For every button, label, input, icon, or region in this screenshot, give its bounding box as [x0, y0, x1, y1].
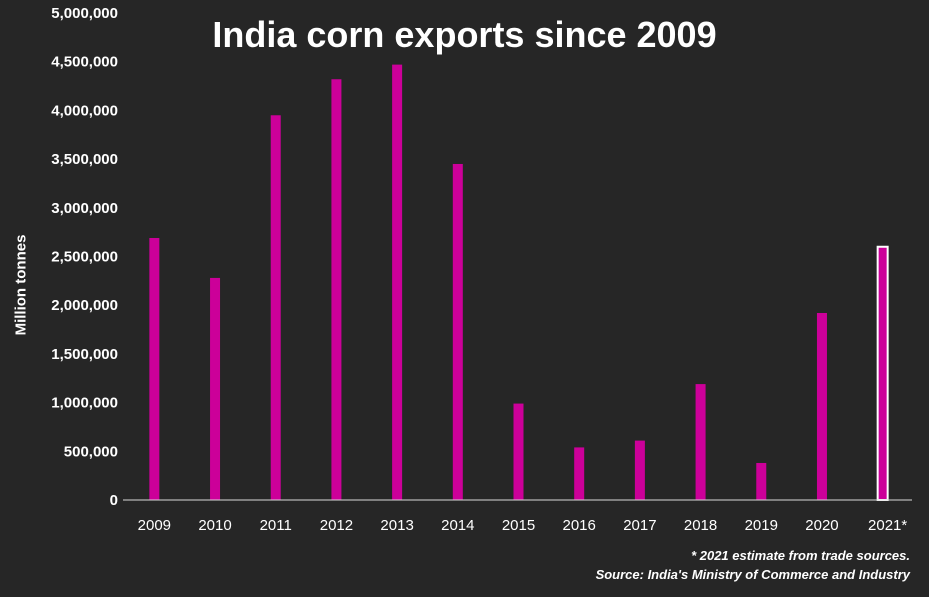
bar-2014: [452, 163, 463, 500]
x-tick-label: 2014: [441, 517, 474, 534]
y-tick-label: 5,000,000: [51, 5, 118, 22]
x-tick-label: 2011: [260, 517, 292, 534]
bar-2018: [695, 384, 706, 500]
x-tick-label: 2018: [684, 517, 717, 534]
y-tick-label: 3,000,000: [51, 200, 118, 217]
bar-2016: [574, 447, 585, 500]
source-note: Source: India's Ministry of Commerce and…: [595, 567, 910, 582]
bar-2011: [270, 115, 281, 501]
bar-2009: [149, 237, 160, 500]
x-tick-label: 2009: [138, 517, 171, 534]
bar-2019: [756, 462, 767, 500]
y-tick-label: 4,000,000: [51, 102, 118, 119]
y-tick-label: 3,500,000: [51, 151, 118, 168]
y-axis-ticks: 0 500,000 1,000,000 1,500,000 2,000,000 2,500…: [51, 5, 118, 509]
x-tick-label: 2020: [805, 517, 838, 534]
y-tick-label: 1,500,000: [51, 346, 118, 363]
bar-2010: [210, 277, 221, 500]
y-axis-label: Million tonnes: [12, 234, 30, 336]
x-tick-label: 2017: [623, 517, 656, 534]
y-tick-label: 0: [110, 492, 118, 509]
y-tick-label: 2,500,000: [51, 249, 118, 266]
x-tick-label: 2012: [320, 517, 353, 534]
x-tick-label: 2013: [380, 517, 413, 534]
estimate-footnote: * 2021 estimate from trade sources.: [691, 548, 910, 563]
y-tick-label: 4,500,000: [51, 54, 118, 71]
y-tick-label: 500,000: [64, 443, 118, 460]
x-tick-label: 2016: [563, 517, 596, 534]
x-tick-label: 2021*: [868, 517, 907, 534]
bar-2013: [392, 64, 403, 500]
x-tick-label: 2019: [745, 517, 778, 534]
y-tick-label: 1,000,000: [51, 395, 118, 412]
x-axis-ticks: 2009 2010 2011 2012 2013 2014 2015 2016 2017 2018…: [138, 517, 908, 534]
bar-2020: [816, 312, 827, 500]
bar-2017: [634, 440, 645, 500]
bar-2012: [331, 79, 342, 501]
bar-2015: [513, 403, 524, 500]
chart-title: India corn exports since 2009: [212, 14, 717, 55]
x-tick-label: 2015: [502, 517, 535, 534]
x-tick-label: 2010: [198, 517, 231, 534]
bar-2021-estimate: [876, 245, 889, 501]
bars: [149, 64, 889, 501]
y-tick-label: 2,000,000: [51, 297, 118, 314]
